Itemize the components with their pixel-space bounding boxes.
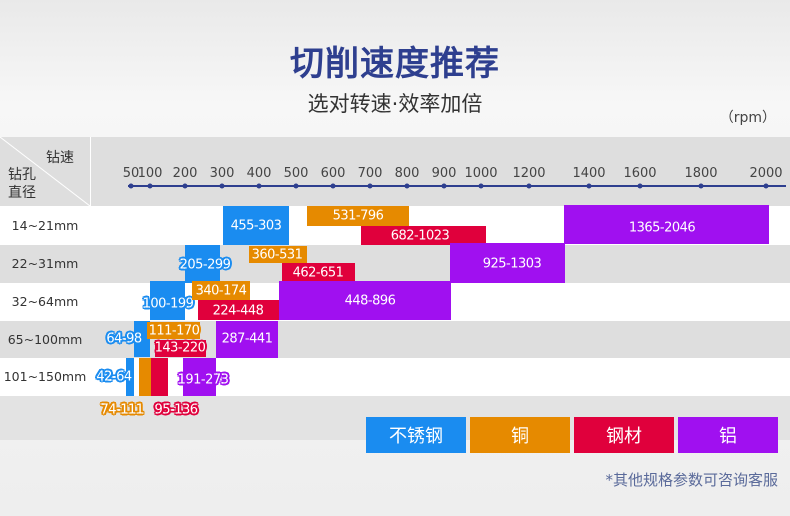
x-tick-label: 1400 (572, 166, 606, 181)
corner-diameter-label-1: 钻孔 (8, 167, 36, 183)
range-bar (361, 226, 486, 245)
x-tick-dot (182, 183, 188, 189)
bar-value-label: 111-170 (148, 323, 200, 339)
range-bar (126, 358, 134, 396)
bar-value-label: 448-896 (344, 293, 396, 309)
legend-item[interactable]: 不锈钢 (366, 417, 466, 453)
range-bar (155, 340, 206, 357)
unit-label: （rpm） (719, 110, 776, 126)
x-tick-dot (586, 183, 592, 189)
bar-value-label: 1365-2046 (628, 220, 696, 236)
bar-value-label: 205-299 (179, 257, 231, 273)
corner-diameter-label-2: 直径 (8, 185, 36, 201)
legend-item[interactable]: 钢材 (574, 417, 674, 453)
x-tick-label: 50 (122, 166, 140, 181)
legend-item[interactable]: 铜 (470, 417, 570, 453)
row-label: 65~100mm (7, 331, 83, 347)
range-bar (134, 321, 150, 357)
x-tick-label: 1800 (684, 166, 718, 181)
bar-value-label: 455-303 (230, 218, 282, 234)
x-tick-dot (256, 183, 262, 189)
range-bar (198, 300, 279, 320)
row-label: 22~31mm (11, 256, 79, 271)
range-bar (279, 281, 451, 320)
x-tick-dot (478, 183, 484, 189)
range-bar (564, 205, 769, 244)
range-bar (183, 358, 216, 396)
x-tick-label: 1600 (623, 166, 657, 181)
x-tick-dot (330, 183, 336, 189)
x-tick-label: 100 (137, 166, 163, 181)
x-tick-label: 200 (172, 166, 198, 181)
x-tick-label: 700 (357, 166, 383, 181)
range-bar (216, 321, 278, 358)
bar-value-label: 682-1023 (390, 228, 450, 244)
bar-value-label: 74-111 (100, 402, 144, 418)
range-bar (147, 322, 200, 339)
range-bar (192, 281, 250, 300)
x-tick-dot (698, 183, 704, 189)
x-tick-dot (293, 183, 299, 189)
x-tick-label: 900 (431, 166, 457, 181)
range-bar (450, 243, 565, 283)
x-tick-label: 1000 (464, 166, 498, 181)
corner-speed-label: 钻速 (46, 150, 74, 166)
x-tick-label: 800 (394, 166, 420, 181)
x-tick-dot (219, 183, 225, 189)
bar-value-label: 224-448 (212, 303, 264, 319)
range-bar (307, 206, 409, 226)
x-tick-dot (763, 183, 769, 189)
x-tick-label: 1200 (512, 166, 546, 181)
range-bar (139, 358, 151, 396)
row-label: 101~150mm (3, 369, 87, 384)
x-tick-label: 500 (283, 166, 309, 181)
x-tick-dot (441, 183, 447, 189)
range-bar (249, 246, 307, 263)
bar-value-label: 531-796 (332, 208, 384, 224)
x-tick-dot (128, 183, 134, 189)
x-tick-dot (367, 183, 373, 189)
row-label: 32~64mm (11, 294, 79, 309)
x-tick-label: 2000 (749, 166, 783, 181)
range-bar (150, 281, 185, 320)
x-tick-dot (404, 183, 410, 189)
table-header (0, 137, 790, 206)
table-row (0, 321, 790, 358)
bar-value-label: 95-136 (154, 402, 198, 418)
range-bar (223, 206, 289, 245)
x-tick-dot (637, 183, 643, 189)
bar-value-label: 360-531 (251, 247, 303, 263)
bar-value-label: 100-199 (142, 296, 194, 312)
x-tick-label: 600 (320, 166, 346, 181)
header-divider (90, 137, 91, 206)
x-tick-dot (526, 183, 532, 189)
row-label: 14~21mm (11, 217, 79, 233)
bar-value-label: 925-1303 (482, 256, 542, 272)
bar-value-label: 340-174 (195, 283, 247, 299)
bar-value-label: 42-64 (96, 369, 132, 385)
page-subtitle: 选对转速·效率加倍 (307, 92, 483, 116)
legend-item[interactable]: 铝 (678, 417, 778, 453)
corner-diagonal (0, 137, 90, 206)
bar-value-label: 143-220 (154, 340, 206, 356)
bar-value-label: 462-651 (292, 265, 344, 281)
range-bar (151, 358, 168, 396)
bar-value-label: 191-273 (177, 372, 229, 388)
bar-value-label: 64-98 (106, 331, 142, 347)
table-row (0, 245, 790, 283)
page-title: 切削速度推荐 (290, 44, 500, 84)
x-axis-line (128, 185, 786, 187)
footer-note: *其他规格参数可咨询客服 (605, 471, 778, 489)
x-tick-label: 300 (209, 166, 235, 181)
bar-value-label: 287-441 (221, 331, 273, 347)
x-tick-dot (147, 183, 153, 189)
x-tick-label: 400 (246, 166, 272, 181)
range-bar (282, 263, 355, 282)
range-bar (185, 245, 220, 283)
